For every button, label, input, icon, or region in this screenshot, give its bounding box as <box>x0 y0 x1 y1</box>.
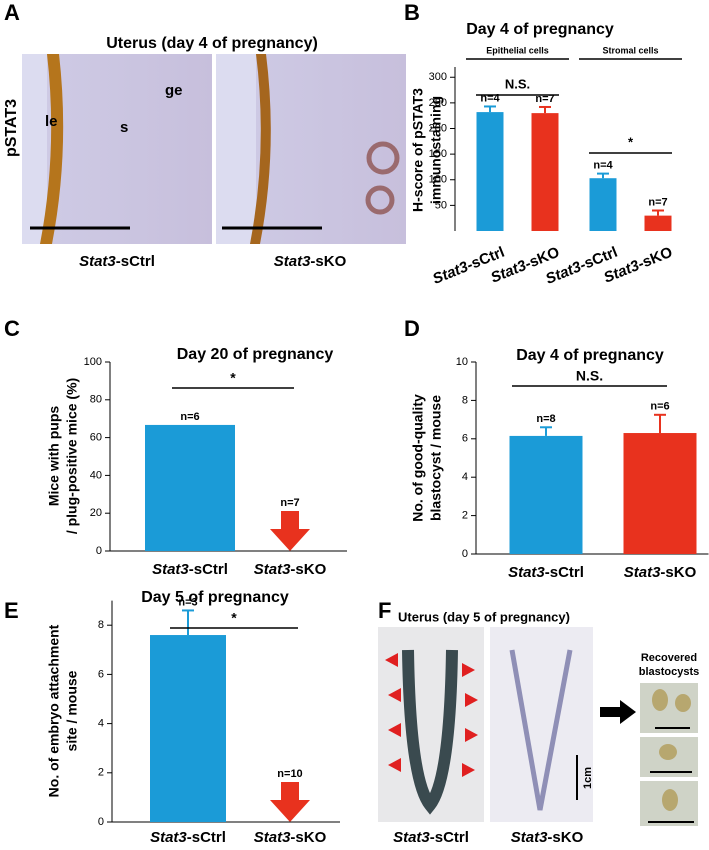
x-tick-label: Stat3-sCtrl <box>152 561 228 578</box>
y-axis-label: No. of good-quality <box>410 394 426 522</box>
y-tick-label: 8 <box>98 619 104 631</box>
n-label: n=10 <box>277 768 302 780</box>
uterus <box>509 649 573 811</box>
y-axis-label: No. of embryo attachment <box>46 624 62 797</box>
n-label: n=7 <box>535 93 554 105</box>
y-tick-label: 4 <box>462 471 468 483</box>
chart-title: Day 4 of pregnancy <box>516 347 664 364</box>
x-tick-label: Stat3-sCtrl <box>150 829 226 846</box>
y-tick-label: 250 <box>429 97 447 109</box>
stain-label: pSTAT3 <box>3 99 20 157</box>
y-tick-label: 0 <box>96 545 102 557</box>
blastocyst-photos <box>640 683 698 826</box>
bar <box>589 178 617 231</box>
n-label: n=6 <box>180 411 199 423</box>
y-tick-label: 100 <box>429 174 447 186</box>
panel-letter: A <box>4 0 20 25</box>
y-tick-label: 6 <box>462 433 468 445</box>
bar <box>150 635 226 822</box>
lumen <box>216 54 256 244</box>
panel-letter: B <box>404 0 420 25</box>
y-tick-label: 50 <box>435 199 447 211</box>
gland <box>365 185 395 215</box>
inset-title: blastocysts <box>639 666 700 678</box>
bar <box>531 113 559 231</box>
panel-letter: C <box>4 316 20 341</box>
scale-label: 1cm <box>582 767 594 789</box>
chart-title: Day 20 of pregnancy <box>177 346 334 363</box>
n-label: n=8 <box>536 413 555 425</box>
y-tick-label: 60 <box>90 432 102 444</box>
bar <box>509 435 583 554</box>
y-tick-label: 2 <box>462 510 468 522</box>
y-tick-label: 100 <box>84 356 102 368</box>
y-tick-label: 10 <box>456 356 468 368</box>
inset-title: Recovered <box>641 652 697 664</box>
significance-label: * <box>230 370 236 386</box>
bar <box>623 433 697 554</box>
n-label: n=7 <box>280 497 299 509</box>
group-label: Epithelial cells <box>486 45 549 55</box>
group-label: Stat3-sCtrl <box>79 253 155 270</box>
y-tick-label: 200 <box>429 122 447 134</box>
y-tick-label: 80 <box>90 394 102 406</box>
arrow <box>600 700 636 724</box>
y-tick-label: 150 <box>429 148 447 160</box>
y-axis-label: blastocyst / mouse <box>428 395 444 521</box>
zero-arrow <box>270 782 310 822</box>
n-label: n=3 <box>178 596 197 608</box>
y-tick-label: 2 <box>98 767 104 779</box>
y-tick-label: 8 <box>462 394 468 406</box>
n-label: n=4 <box>480 92 500 104</box>
group-label: Stat3-sKO <box>274 253 347 270</box>
chart-title: Day 4 of pregnancy <box>466 21 614 38</box>
chart-title: Day 5 of pregnancy <box>141 589 289 606</box>
panel-title: Uterus (day 4 of pregnancy) <box>106 35 318 52</box>
significance-label: * <box>628 134 634 149</box>
y-tick-label: 20 <box>90 507 102 519</box>
zero-arrow <box>270 511 310 551</box>
panel-title: Uterus (day 5 of pregnancy) <box>398 609 570 624</box>
tissue-label: ge <box>165 82 183 99</box>
y-axis-label: Mice with pups <box>46 406 62 507</box>
panel-letter: F <box>378 598 391 623</box>
n-label: n=6 <box>650 401 669 413</box>
significance-label: N.S. <box>576 368 603 384</box>
bar <box>145 424 235 551</box>
significance-label: N.S. <box>505 76 530 91</box>
y-tick-label: 40 <box>90 469 102 481</box>
attachment-markers <box>385 653 478 777</box>
y-tick-label: 0 <box>98 816 104 828</box>
significance-label: * <box>231 610 237 626</box>
y-axis-label: immunostaining <box>428 96 444 204</box>
group-label: Stromal cells <box>602 45 658 55</box>
gland <box>366 141 400 175</box>
x-tick-label: Stat3-sKO <box>624 564 697 581</box>
x-tick-label: Stat3-sCtrl <box>508 564 584 581</box>
x-tick-label: Stat3-sKO <box>254 829 327 846</box>
x-tick-label: Stat3-sKO <box>254 561 327 578</box>
y-tick-label: 6 <box>98 668 104 680</box>
n-label: n=7 <box>648 196 667 208</box>
tissue-label: le <box>45 113 58 130</box>
panel-letter: D <box>404 316 420 341</box>
uterus <box>402 649 458 815</box>
y-tick-label: 0 <box>462 548 468 560</box>
group-label: Stat3-sKO <box>511 829 584 846</box>
y-axis-label: / plug-positive mice (%) <box>64 378 80 534</box>
tissue-label: s <box>120 119 128 136</box>
n-label: n=4 <box>593 160 613 172</box>
y-axis-label: site / mouse <box>64 670 80 751</box>
bar <box>476 112 504 231</box>
bar <box>644 215 672 231</box>
group-label: Stat3-sCtrl <box>393 829 469 846</box>
panel-letter: E <box>4 598 19 623</box>
y-tick-label: 300 <box>429 71 447 83</box>
epithelium <box>250 54 271 244</box>
lumen <box>22 54 47 244</box>
y-axis-label: H-score of pSTAT3 <box>410 88 426 212</box>
y-tick-label: 4 <box>98 718 104 730</box>
epithelium <box>40 54 64 244</box>
